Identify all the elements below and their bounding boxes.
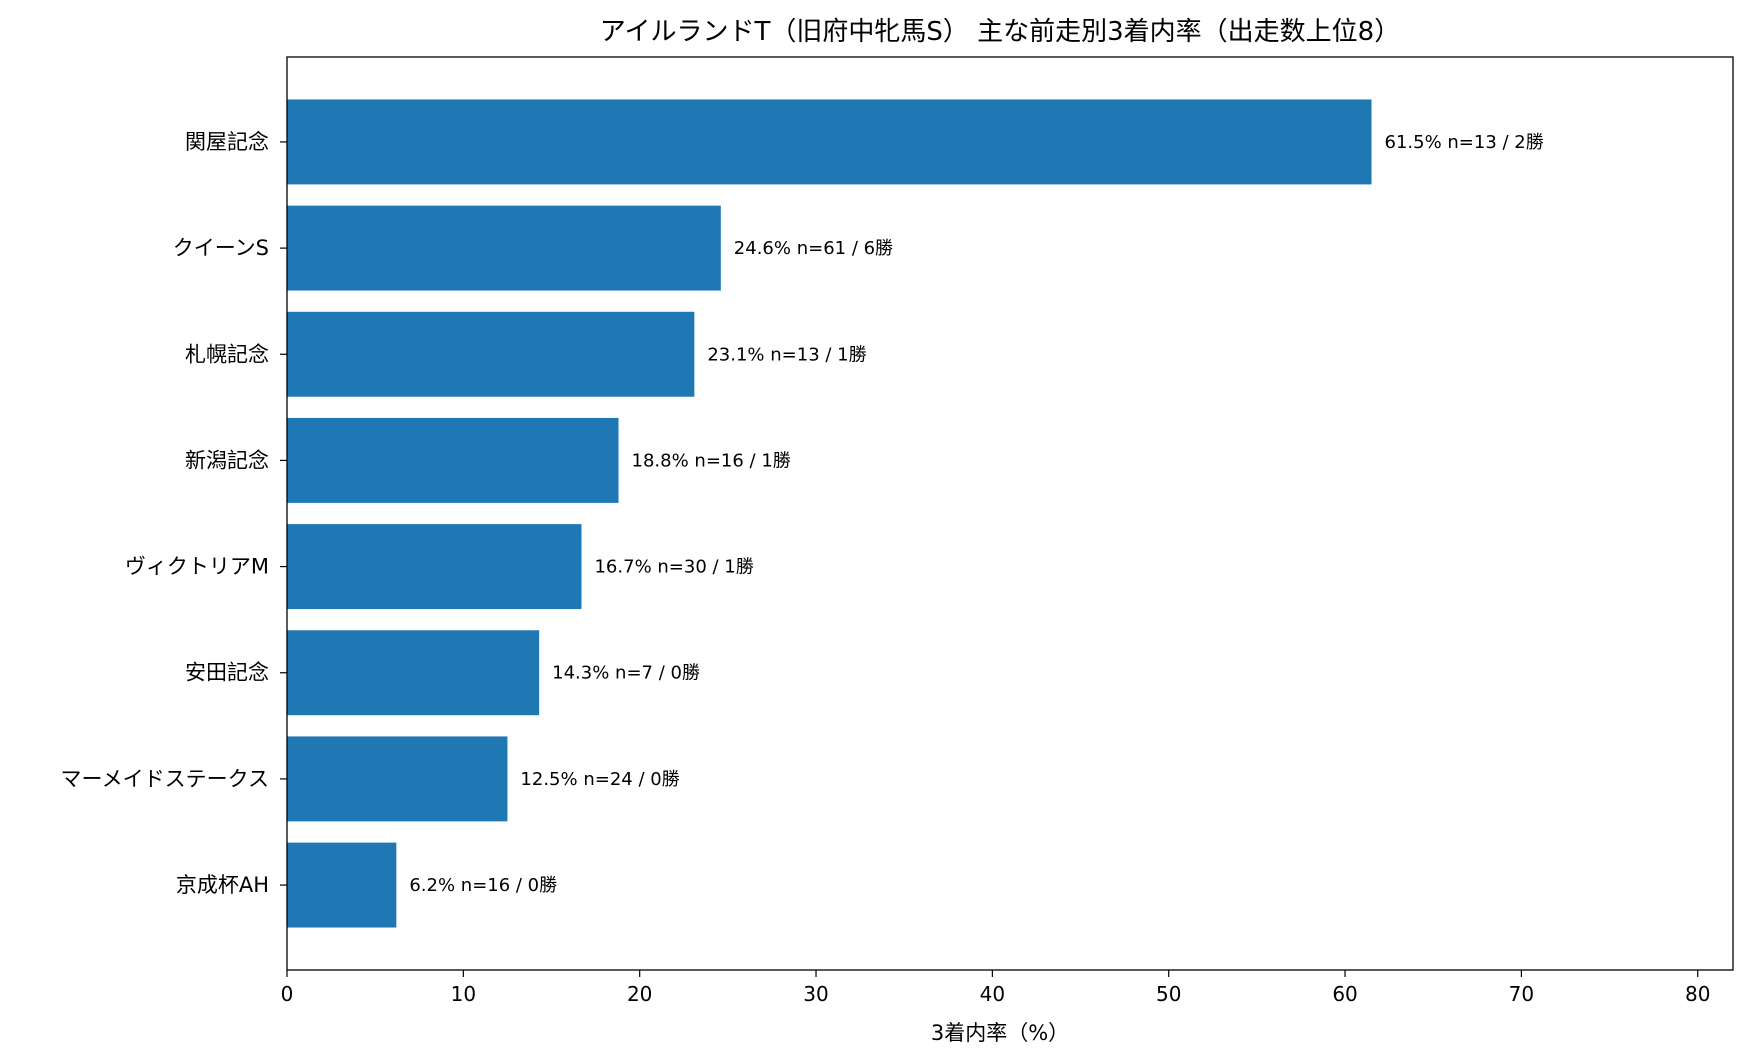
x-tick-label: 10 [451,982,476,1006]
data-label: 61.5% n=13 / 2勝 [1385,132,1544,153]
x-tick-label: 30 [803,982,828,1006]
bar [287,417,619,503]
data-label: 23.1% n=13 / 1勝 [707,344,866,365]
bars-layer [287,99,1372,928]
bar [287,311,695,397]
y-tick-label: 京成杯AH [176,873,269,897]
data-label: 14.3% n=7 / 0勝 [552,663,700,684]
x-tick-label: 20 [627,982,652,1006]
x-tick-label: 0 [281,982,294,1006]
bar [287,736,508,822]
x-tick-label: 40 [980,982,1005,1006]
x-axis-label: 3着内率（%） [931,1021,1069,1045]
data-label: 6.2% n=16 / 0勝 [409,875,557,896]
data-label: 12.5% n=24 / 0勝 [520,769,679,790]
y-tick-label: マーメイドステークス [60,767,269,791]
x-tick-label: 80 [1685,982,1710,1006]
x-tick-label: 70 [1509,982,1534,1006]
bar [287,99,1372,185]
data-labels: 61.5% n=13 / 2勝 24.6% n=61 / 6勝 23.1% n=13… [409,132,1543,896]
x-axis: 0 10 20 30 40 50 60 70 80 [281,970,1710,1006]
x-tick-label: 50 [1156,982,1181,1006]
bar [287,630,540,716]
y-tick-label: 札幌記念 [185,342,269,366]
y-tick-label: ヴィクトリアM [125,555,269,579]
y-tick-label: 新潟記念 [185,448,269,472]
y-tick-label: 関屋記念 [185,130,269,154]
plot-frame [286,56,1734,971]
y-tick-label: クイーンS [173,236,269,260]
data-label: 24.6% n=61 / 6勝 [734,238,893,259]
data-label: 18.8% n=16 / 1勝 [632,450,791,471]
bar [287,842,397,928]
bar [287,205,721,291]
bar [287,524,582,610]
data-label: 16.7% n=30 / 1勝 [594,557,753,578]
y-tick-label: 安田記念 [185,661,269,685]
chart-title: アイルランドT（旧府中牝馬S） 主な前走別3着内率（出走数上位8） [600,17,1400,47]
x-tick-label: 60 [1332,982,1357,1006]
